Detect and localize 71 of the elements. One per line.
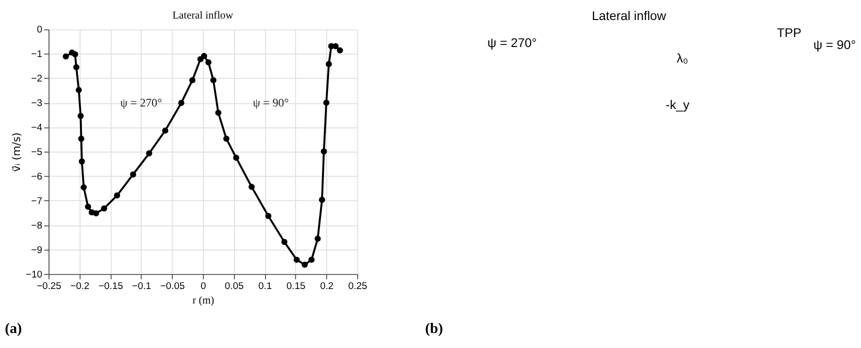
point [215,110,222,116]
y-tick-label: −6 [31,172,42,183]
point [281,238,288,245]
point [84,204,92,210]
x-tick-label: −0.25 [36,280,62,292]
text: Lateral inflow [592,8,668,23]
point [62,53,69,60]
point [114,192,120,198]
point [80,184,87,190]
x-tick-label: 0.2 [320,280,334,292]
x-tick-label: 0.15 [286,280,306,292]
point [93,210,100,216]
point [205,59,212,66]
point [323,100,330,106]
point [320,148,327,154]
point [248,184,255,190]
x-tick-label: 0.05 [224,280,244,292]
annotation: ψ = 270° [120,96,162,110]
x-tick-label: 0.1 [258,280,272,292]
x-tick-label: −0.2 [70,280,90,292]
text: (b) [425,321,444,338]
text: ψ = 270° [487,36,537,50]
point [265,212,272,220]
point [76,86,82,94]
point [294,256,300,263]
point [233,154,240,161]
point [201,52,208,60]
y-tick-label: −9 [31,244,42,256]
y-tick-label: −1 [31,49,42,60]
text: -k_y [666,98,690,112]
point [73,64,80,70]
text: λ₀ [676,51,688,66]
chart-title: Lateral inflow [172,10,234,22]
point [332,43,339,50]
y-tick-label: −4 [31,122,43,134]
point [78,158,85,164]
annotation: ψ = 90° [252,96,290,110]
x-tick-label: −0.15 [98,280,124,292]
point [78,136,84,142]
y-tick-label: −8 [31,220,42,232]
y-axis-title: v⃗ᵢ (m/s) [10,132,23,172]
y-tick-label: −5 [31,147,42,158]
point [336,47,343,54]
point [72,51,78,58]
point [130,171,136,178]
point [314,236,321,242]
x-tick-label: −0.05 [160,280,185,292]
text: TPP [776,26,802,40]
y-tick-label: 0 [36,24,43,36]
x-tick-label: 0 [200,280,207,292]
point [223,136,230,142]
x-tick-label: −0.1 [132,280,152,292]
y-tick-label: −7 [31,196,42,207]
y-tick-label: −10 [26,269,43,280]
point [189,77,196,84]
point [101,205,108,212]
text: (a) [4,321,22,338]
point [78,112,84,119]
y-tick-label: −3 [31,98,42,110]
point [162,128,168,134]
x-axis-title: r (m) [192,294,215,307]
point [178,100,184,106]
x-tick-label: 0.25 [348,280,368,292]
point [302,262,308,268]
point [326,61,332,68]
text: ψ = 90° [813,38,856,52]
point [318,196,326,203]
point [146,150,152,156]
y-tick-label: −2 [31,74,42,85]
point [210,77,216,84]
point [308,256,315,263]
